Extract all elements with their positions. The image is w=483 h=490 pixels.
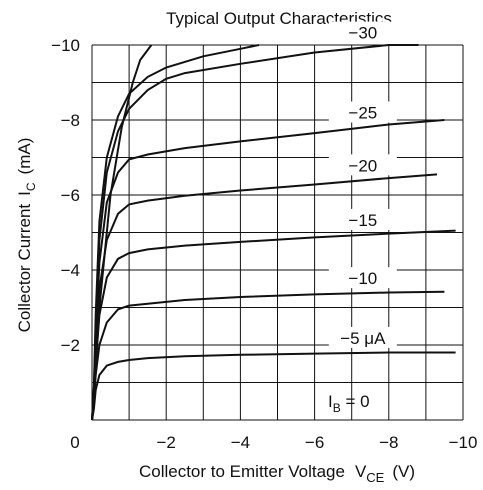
curve-label: −10 (348, 269, 377, 288)
curve-label: −15 (348, 211, 377, 230)
y-tick-label: −4 (61, 261, 80, 280)
x-tick-label: −6 (305, 433, 324, 452)
series-curve (91, 290, 445, 421)
curve-label-background (328, 101, 397, 123)
y-axis-title: Collector CurrentIC(mA) (15, 138, 38, 333)
x-axis-title: Collector to Emitter Voltage VCE (V) (139, 462, 415, 485)
curve-label-background (328, 326, 397, 348)
y-tick-label: −10 (51, 36, 80, 55)
series-curve (91, 44, 153, 421)
y-tick-label: −6 (61, 186, 80, 205)
y-tick-label: −8 (61, 111, 80, 130)
tick-labels: 0 −2 −4 −6 −8 −10 −2 −4 −6 −8 −10 (51, 36, 477, 452)
curve-label-background (328, 267, 397, 289)
x-tick-label: −8 (379, 433, 398, 452)
curve-label-background (328, 21, 397, 43)
curve-label: −20 (348, 156, 377, 175)
curve-label: −5 μA (340, 329, 386, 348)
x-tick-label: −2 (157, 433, 176, 452)
curves (91, 44, 456, 421)
x-tick-label: −4 (231, 433, 250, 452)
x-tick-label: 0 (70, 433, 79, 452)
series-curve (91, 44, 260, 421)
curve-label-background (328, 208, 397, 230)
y-tick-label: −2 (61, 336, 80, 355)
x-tick-label: −10 (449, 433, 478, 452)
series-curve (91, 351, 456, 421)
curve-label-background (328, 154, 397, 176)
curve-labels: −5 μA −10 −15 −20 −25 −30 (328, 21, 397, 348)
series-curve (91, 229, 456, 421)
curve-label: −25 (348, 104, 377, 123)
baseline-label: IB = 0 (328, 392, 370, 415)
curve-label: −30 (348, 24, 377, 43)
